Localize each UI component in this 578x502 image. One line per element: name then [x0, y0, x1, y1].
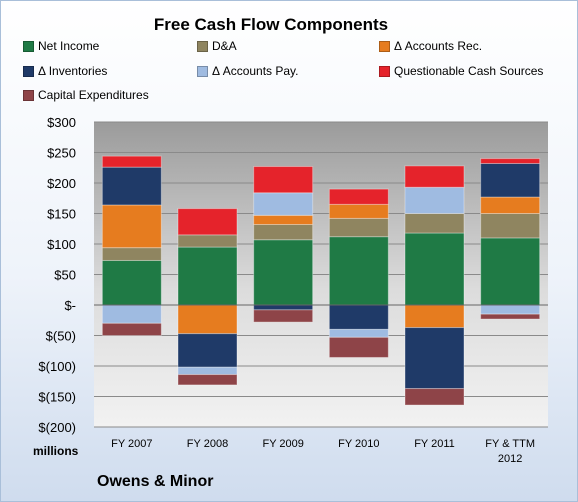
legend-label: Δ Inventories	[38, 64, 108, 78]
y-tick-label: $(200)	[38, 420, 76, 435]
y-tick-label: $(100)	[38, 359, 76, 374]
bar-segment	[253, 309, 314, 323]
x-tick-label: FY 2009	[262, 438, 303, 450]
bar-segment	[328, 203, 389, 219]
bar-segment	[480, 196, 541, 214]
legend-label: Net Income	[38, 39, 100, 53]
bar-segment	[328, 236, 389, 306]
legend-item: Capital Expenditures	[23, 88, 149, 102]
y-tick-label: $150	[47, 207, 76, 222]
y-tick-label: $300	[47, 115, 76, 130]
y-tick-label: $200	[47, 176, 76, 191]
legend-swatch	[379, 40, 390, 52]
bar-segment	[101, 155, 162, 168]
bar-segment	[480, 213, 541, 239]
bar-segment	[177, 208, 238, 236]
bar-segment	[328, 304, 389, 330]
bar-segment	[101, 204, 162, 249]
x-tick-label: 2012	[498, 453, 522, 465]
legend-item: Δ Accounts Rec.	[379, 39, 482, 53]
y-tick-label: $250	[47, 146, 76, 161]
x-tick-label: FY 2010	[338, 438, 379, 450]
bar-segment	[404, 388, 465, 406]
legend-swatch	[23, 65, 34, 77]
x-tick-label: FY 2007	[111, 438, 152, 450]
y-tick-label: $-	[64, 298, 76, 313]
y-tick-label: $50	[54, 268, 76, 283]
x-tick-label: FY 2011	[414, 438, 455, 450]
bar-segment	[480, 162, 541, 198]
bar-segment	[480, 158, 541, 164]
bar-segment	[101, 259, 162, 306]
bar-segment	[480, 237, 541, 306]
units-label: millions	[33, 444, 79, 458]
bar-segment	[404, 304, 465, 329]
bar-segment	[177, 234, 238, 248]
bar-segment	[328, 336, 389, 358]
legend-item: Questionable Cash Sources	[379, 64, 543, 78]
legend-item: D&A	[197, 39, 237, 53]
legend-label: D&A	[212, 39, 237, 53]
bar-segment	[253, 223, 314, 241]
bar-segment	[404, 165, 465, 188]
bar-segment	[328, 188, 389, 205]
bar-segment	[101, 247, 162, 261]
bar-segment	[177, 374, 238, 386]
bar-segment	[253, 166, 314, 194]
chart-title: Free Cash Flow Components	[153, 15, 389, 34]
legend-swatch	[23, 89, 34, 101]
x-tick-label: FY 2008	[187, 438, 228, 450]
bar-segment	[177, 333, 238, 368]
legend-item: Δ Accounts Pay.	[197, 64, 299, 78]
legend-label: Δ Accounts Pay.	[212, 64, 299, 78]
bar-segment	[253, 192, 314, 216]
bar-segment	[404, 186, 465, 215]
bar-segment	[101, 304, 162, 324]
legend-swatch	[23, 40, 34, 52]
y-tick-label: $(50)	[46, 329, 76, 344]
bar-segment	[480, 304, 541, 315]
legend-swatch	[379, 65, 390, 77]
legend-label: Δ Accounts Rec.	[394, 39, 483, 53]
bar-segment	[404, 213, 465, 234]
legend-label: Questionable Cash Sources	[394, 64, 544, 78]
bar-segment	[177, 304, 238, 335]
y-tick-label: $100	[47, 237, 76, 252]
bar-segment	[253, 304, 314, 311]
bar-segment	[328, 328, 389, 338]
bar-segment	[480, 313, 541, 320]
bar-segment	[177, 246, 238, 306]
company-name: Owens & Minor	[97, 473, 214, 490]
legend-label: Capital Expenditures	[38, 88, 149, 102]
legend-item: Net Income	[23, 39, 99, 53]
legend-swatch	[197, 65, 208, 77]
y-tick-label: $(150)	[38, 390, 76, 405]
bar-segment	[404, 327, 465, 390]
bar-segment	[253, 239, 314, 306]
bar-segment	[253, 214, 314, 225]
bar-segment	[404, 232, 465, 306]
bar-segment	[328, 217, 389, 238]
bar-segment	[177, 366, 238, 376]
bar-segment	[101, 322, 162, 336]
legend-swatch	[197, 40, 208, 52]
legend-item: Δ Inventories	[23, 64, 107, 78]
bar-segment	[101, 166, 162, 206]
x-tick-label: FY & TTM	[485, 438, 535, 450]
